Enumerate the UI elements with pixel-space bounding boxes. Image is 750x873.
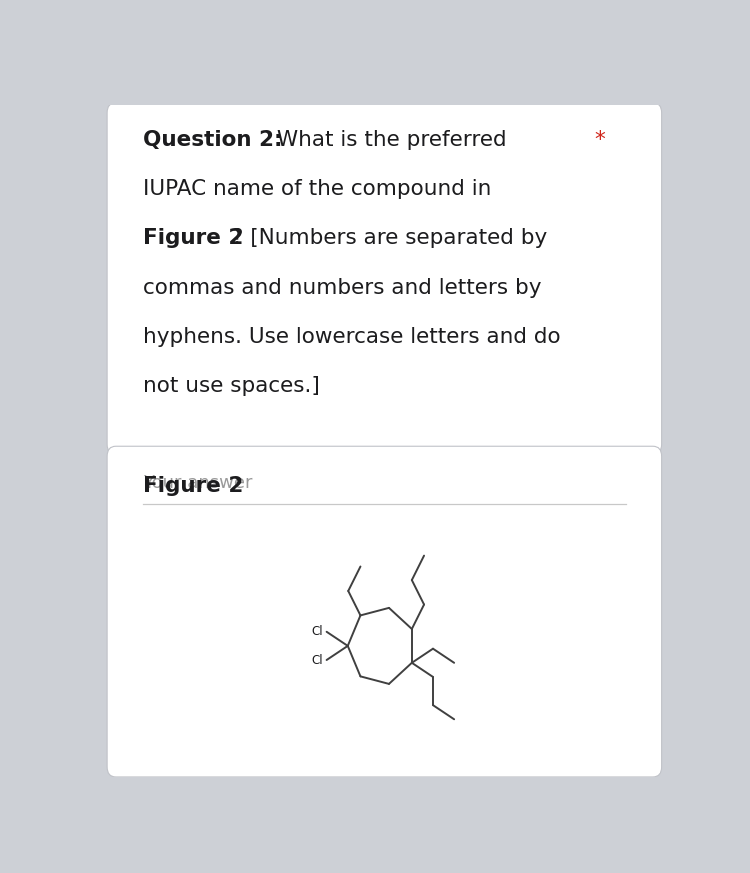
Text: Cl: Cl — [311, 625, 323, 638]
Text: Figure 2: Figure 2 — [143, 476, 244, 496]
FancyBboxPatch shape — [107, 103, 662, 454]
Text: *: * — [595, 130, 605, 150]
Text: Your answer: Your answer — [143, 474, 253, 491]
Text: not use spaces.]: not use spaces.] — [143, 375, 320, 395]
Text: ? [Numbers are separated by: ? [Numbers are separated by — [232, 229, 547, 249]
Text: Figure 2: Figure 2 — [143, 229, 244, 249]
Text: Question 2:: Question 2: — [143, 130, 283, 150]
Text: What is the preferred: What is the preferred — [270, 130, 506, 150]
Text: Cl: Cl — [311, 654, 323, 666]
Text: IUPAC name of the compound in: IUPAC name of the compound in — [143, 179, 491, 199]
FancyBboxPatch shape — [107, 446, 662, 777]
Text: hyphens. Use lowercase letters and do: hyphens. Use lowercase letters and do — [143, 327, 561, 347]
Text: commas and numbers and letters by: commas and numbers and letters by — [143, 278, 542, 298]
